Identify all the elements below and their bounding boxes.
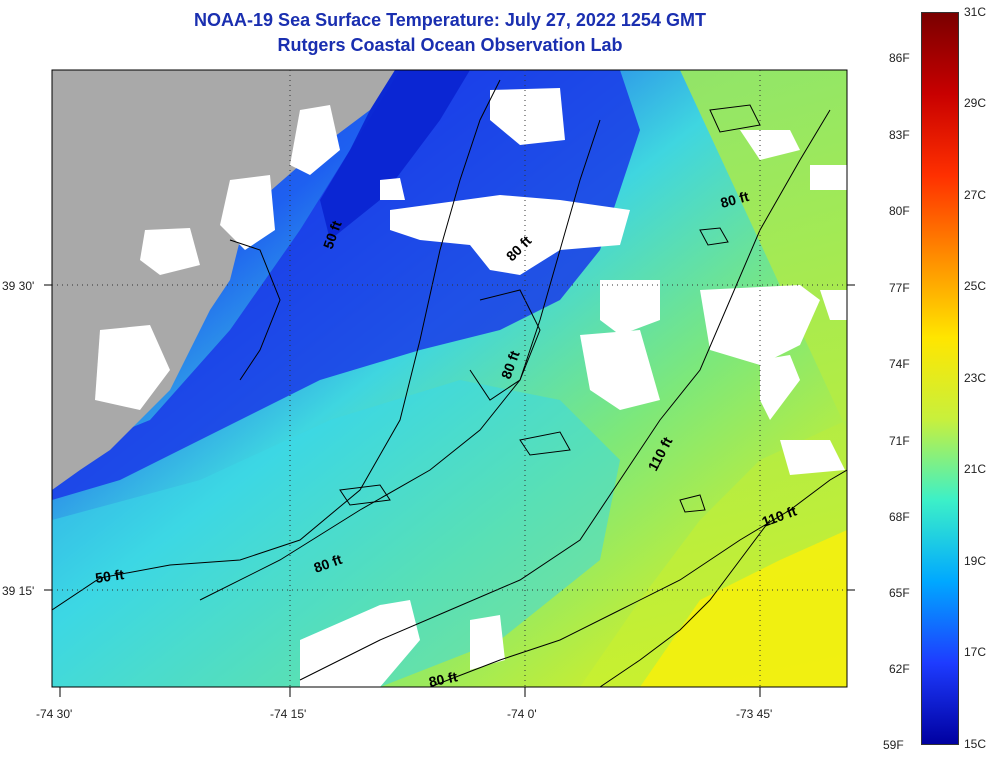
colorbar-c-label: 31C — [964, 5, 987, 19]
colorbar-f-label: 71F — [889, 434, 910, 448]
colorbar-f-label: 86F — [889, 51, 910, 65]
colorbar-f-label: 80F — [889, 204, 910, 218]
temperature-colorbar — [921, 12, 959, 745]
colorbar-f-label: 77F — [889, 281, 910, 295]
colorbar-c-label: 25C — [964, 279, 987, 293]
colorbar-f-label: 59F — [883, 738, 904, 752]
x-tick-label: -73 45' — [736, 707, 772, 721]
colorbar-c-label: 21C — [964, 462, 987, 476]
colorbar-f-label: 62F — [889, 662, 910, 676]
colorbar-f-label: 65F — [889, 586, 910, 600]
cold-water-band — [52, 70, 640, 500]
colorbar-f-label: 83F — [889, 128, 910, 142]
mid-temp-band — [52, 380, 620, 687]
map-subtitle: Rutgers Coastal Ocean Observation Lab — [277, 35, 623, 55]
x-tick-label: -74 30' — [36, 707, 72, 721]
deep-blue-patch — [320, 70, 470, 240]
colorbar-c-label: 15C — [964, 737, 987, 751]
contour-label: 80 ft — [719, 188, 751, 211]
colorbar-c-label: 29C — [964, 96, 987, 110]
map-title: NOAA-19 Sea Surface Temperature: July 27… — [194, 10, 706, 30]
colorbar-c-label: 19C — [964, 554, 987, 568]
colorbar-c-label: 23C — [964, 371, 987, 385]
colorbar-f-label: 68F — [889, 510, 910, 524]
colorbar-c-label: 27C — [964, 188, 987, 202]
contour-label: 80 ft — [427, 668, 459, 690]
depth-contour-group — [52, 79, 847, 687]
colorbar-f-label: 74F — [889, 357, 910, 371]
axis-ticks — [44, 284, 855, 697]
x-tick-label: -74 15' — [270, 707, 306, 721]
contour-label: 50 ft — [94, 566, 125, 586]
yellow-warm-patch — [640, 530, 847, 687]
y-tick-label: 39 30' — [2, 279, 34, 293]
colorbar-c-label: 17C — [964, 645, 987, 659]
y-tick-label: 39 15' — [2, 584, 34, 598]
map-frame — [51, 69, 848, 688]
warm-east-area — [580, 70, 847, 687]
x-tick-label: -74 0' — [507, 707, 537, 721]
